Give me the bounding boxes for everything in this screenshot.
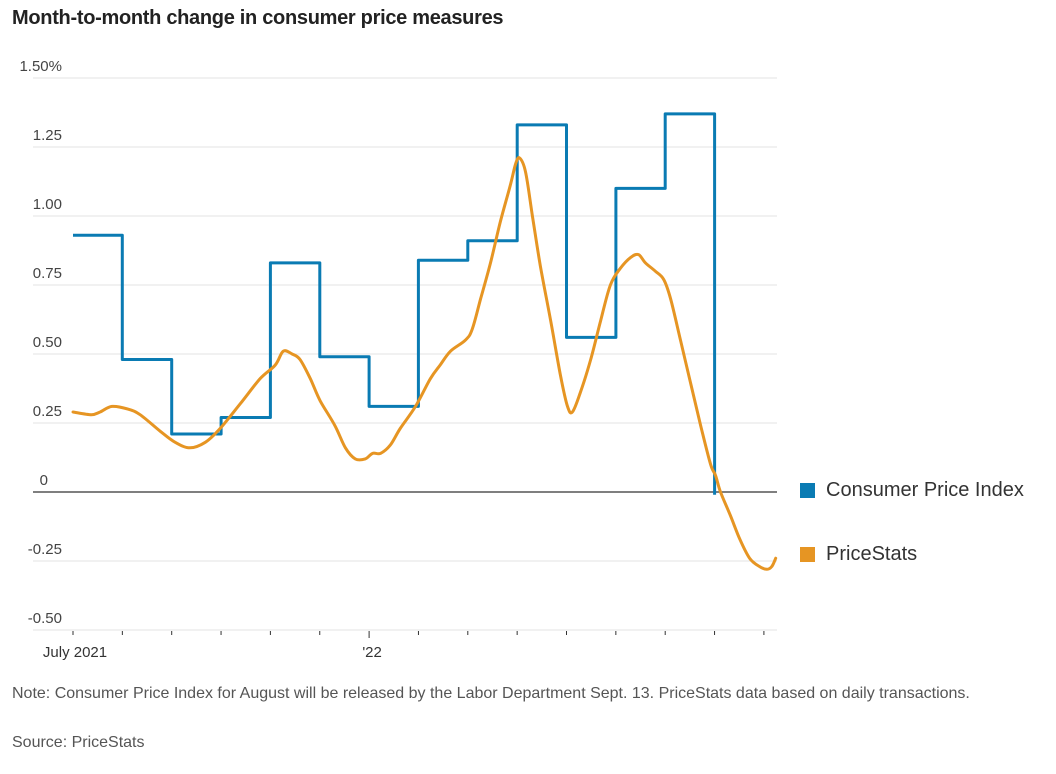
cpi-series-line — [73, 112, 717, 495]
y-tick-label: 1.50% — [19, 58, 62, 75]
legend-swatch-cpi — [800, 483, 815, 498]
y-tick-label: -0.25 — [28, 541, 62, 558]
chart-plot: 1.50% 1.25 1.00 0.75 0.50 0.25 0 -0.25 -0.50 Jul… — [19, 58, 778, 661]
grid-layer — [33, 77, 777, 631]
legend-swatch-pricestats — [800, 547, 815, 562]
x-tick-label: July 2021 — [43, 644, 107, 661]
legend-item-pricestats: PriceStats — [800, 543, 917, 566]
chart-note: Note: Consumer Price Index for August wi… — [12, 685, 970, 702]
chart-title: Month-to-month change in consumer price … — [12, 7, 504, 29]
x-axis: July 2021 '22 — [43, 631, 765, 661]
legend-label-pricestats: PriceStats — [826, 543, 918, 565]
y-tick-label: 0.50 — [33, 334, 62, 351]
y-tick-label: 0.25 — [33, 403, 62, 420]
y-tick-label: 1.00 — [33, 196, 62, 213]
y-axis-labels: 1.50% 1.25 1.00 0.75 0.50 0.25 0 -0.25 -0.50 — [19, 58, 62, 627]
legend-label-cpi: Consumer Price Index — [826, 479, 1024, 501]
chart-source: Source: PriceStats — [12, 734, 145, 751]
legend-item-cpi: Consumer Price Index — [800, 479, 1024, 502]
y-tick-label: 1.25 — [33, 127, 62, 144]
y-tick-label: -0.50 — [28, 610, 62, 627]
y-tick-label: 0 — [40, 472, 48, 489]
pricestats-series-line — [71, 156, 778, 571]
x-tick-label: '22 — [362, 644, 382, 661]
y-tick-label: 0.75 — [33, 265, 62, 282]
series-layer — [71, 112, 778, 571]
